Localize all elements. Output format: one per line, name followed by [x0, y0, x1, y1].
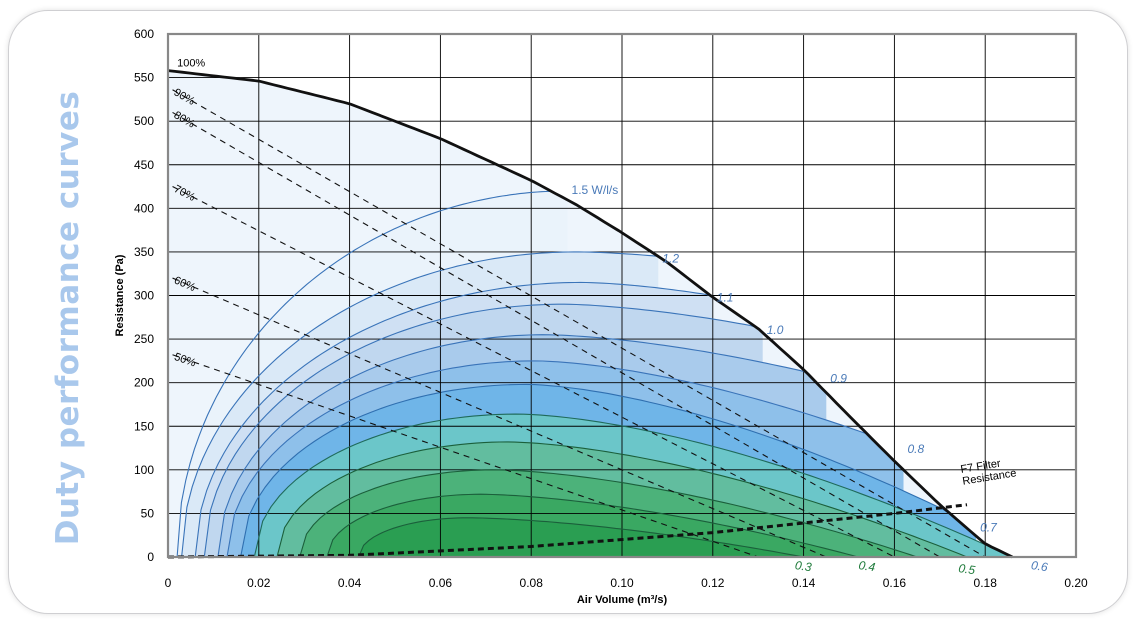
- sfp-bottom-label-0: 0.3: [794, 558, 813, 574]
- fan-curve: [167, 69, 1014, 559]
- filter-resistance-group: [167, 503, 968, 559]
- sfp-label-2: 1.1: [717, 291, 734, 305]
- efficiency-line-3: [172, 277, 827, 557]
- x-tick-label-4: 0.08: [520, 576, 544, 590]
- y-tick-label-0: 0: [147, 550, 154, 564]
- y-tick-label-7: 350: [134, 245, 154, 259]
- sfp-label-6: 0.7: [980, 521, 998, 535]
- sfp-curve-2: [194, 281, 714, 557]
- sfp-curve-1: [181, 251, 659, 557]
- efficiency-line-1: [172, 111, 941, 557]
- sfp-curve-6: [240, 383, 977, 557]
- y-tick-label-2: 100: [134, 463, 154, 477]
- sfp-curve-5: [226, 360, 904, 557]
- y-tick-label-5: 250: [134, 332, 154, 346]
- efficiency-lines: [172, 89, 986, 557]
- sfp-fill-11: [358, 517, 804, 557]
- sfp-curve-3: [203, 303, 764, 557]
- fan-curve-group: [167, 69, 1014, 559]
- y-tick-label-10: 500: [134, 114, 154, 128]
- x-tick-label-8: 0.16: [883, 576, 907, 590]
- sfp-curves: [176, 190, 1013, 557]
- efficiency-line-0: [172, 89, 986, 557]
- x-tick-label-6: 0.12: [701, 576, 725, 590]
- y-tick-label-6: 300: [134, 289, 154, 303]
- efficiency-line-2: [172, 186, 895, 557]
- efficiency-line-4: [172, 354, 759, 557]
- sfp-curve-10: [326, 493, 859, 557]
- filter-resistance-line: [167, 503, 968, 559]
- sfp-label-3: 1.0: [767, 323, 784, 337]
- sfp-bottom-label-2: 0.5: [958, 561, 977, 577]
- y-tick-label-4: 200: [134, 376, 154, 390]
- sfp-curve-0: [176, 190, 568, 557]
- sfp-bottom-label-3: 0.6: [1030, 558, 1049, 574]
- x-tick-label-10: 0.20: [1064, 576, 1088, 590]
- sfp-label-1: 1.2: [662, 251, 679, 265]
- sfp-curve-7: [253, 413, 1013, 557]
- sfp-bottom-label-1: 0.4: [858, 558, 877, 574]
- sfp-label-4: 0.9: [830, 372, 847, 386]
- plot-border: [166, 32, 1078, 559]
- sfp-fill-regions: [168, 70, 1013, 557]
- y-axis-label: Resistance (Pa): [114, 254, 126, 336]
- x-tick-label-0: 0: [165, 576, 172, 590]
- y-tick-label-12: 600: [134, 27, 154, 41]
- y-tick-label-9: 450: [134, 158, 154, 172]
- fan-curve-label: 100%: [177, 58, 205, 70]
- x-tick-label-5: 0.10: [610, 576, 634, 590]
- sfp-curve-8: [276, 441, 968, 557]
- y-tick-label-11: 550: [134, 71, 154, 85]
- sfp-label-5: 0.8: [907, 442, 924, 456]
- axes: 0 0.02 0.04 0.06 0.08 0.10 0.12 0.14 0.16 0.18 0.2…: [114, 27, 1088, 606]
- sfp-curve-4: [217, 334, 827, 557]
- y-tick-label-1: 50: [141, 506, 155, 520]
- x-tick-label-3: 0.06: [429, 576, 453, 590]
- x-tick-label-9: 0.18: [974, 576, 998, 590]
- x-tick-label-2: 0.04: [338, 576, 362, 590]
- x-tick-label-7: 0.14: [792, 576, 816, 590]
- y-tick-label-8: 400: [134, 201, 154, 215]
- sfp-label-0: 1.5 W/l/s: [572, 183, 619, 197]
- x-tick-label-1: 0.02: [247, 576, 271, 590]
- sfp-curve-11: [358, 517, 804, 557]
- x-axis-label: Air Volume (m³/s): [577, 594, 668, 606]
- sfp-curve-9: [299, 469, 918, 557]
- y-tick-label-3: 150: [134, 419, 154, 433]
